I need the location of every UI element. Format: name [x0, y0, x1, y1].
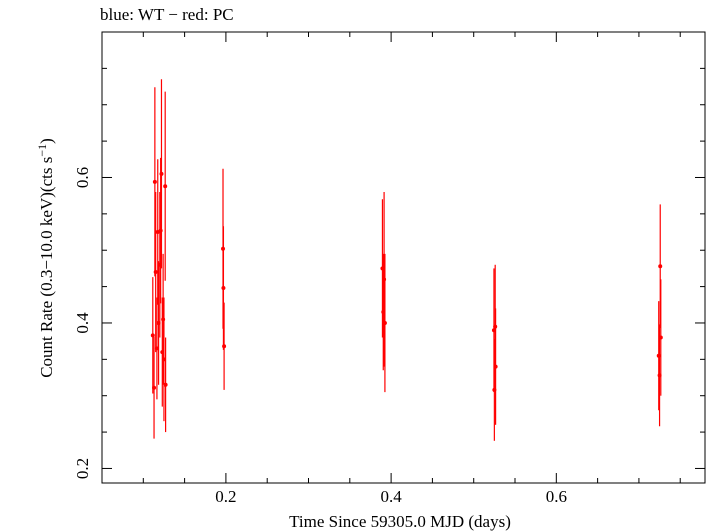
data-point: [163, 184, 168, 189]
data-point: [382, 320, 387, 325]
x-tick-label: 0.4: [380, 487, 402, 506]
y-tick-label: 0.6: [73, 167, 92, 188]
data-point: [150, 333, 155, 338]
data-point: [154, 346, 159, 351]
data-point: [222, 344, 227, 349]
y-axis-label: Count Rate (0.3−10.0 keV)(cts s−1): [35, 138, 56, 378]
y-tick-label: 0.4: [73, 312, 92, 334]
plot-frame: [101, 31, 706, 484]
y-axis-label-tail: ): [37, 138, 56, 144]
data-point: [159, 171, 164, 176]
x-tick-label: 0.6: [546, 487, 567, 506]
y-axis-label-exponent: −1: [35, 144, 49, 157]
data-point: [658, 335, 663, 340]
y-tick-label: 0.2: [73, 458, 92, 479]
data-point: [153, 270, 158, 275]
data-point: [152, 179, 157, 184]
data-point: [152, 385, 157, 390]
chart-title: blue: WT − red: PC: [100, 5, 234, 24]
data-point: [493, 364, 498, 369]
x-tick-label: 0.2: [215, 487, 236, 506]
data-point: [163, 382, 168, 387]
data-series-pc: [150, 79, 663, 441]
y-axis-label-main: Count Rate (0.3−10.0 keV)(cts s: [37, 157, 56, 378]
x-axis-label: Time Since 59305.0 MJD (days): [289, 512, 511, 531]
axis-tick-labels: 0.2 0.4 0.6 0.2 0.4 0.6: [73, 167, 567, 506]
data-point: [658, 264, 663, 269]
data-point: [161, 357, 166, 362]
data-point: [221, 286, 226, 291]
axis-ticks: [101, 31, 705, 483]
